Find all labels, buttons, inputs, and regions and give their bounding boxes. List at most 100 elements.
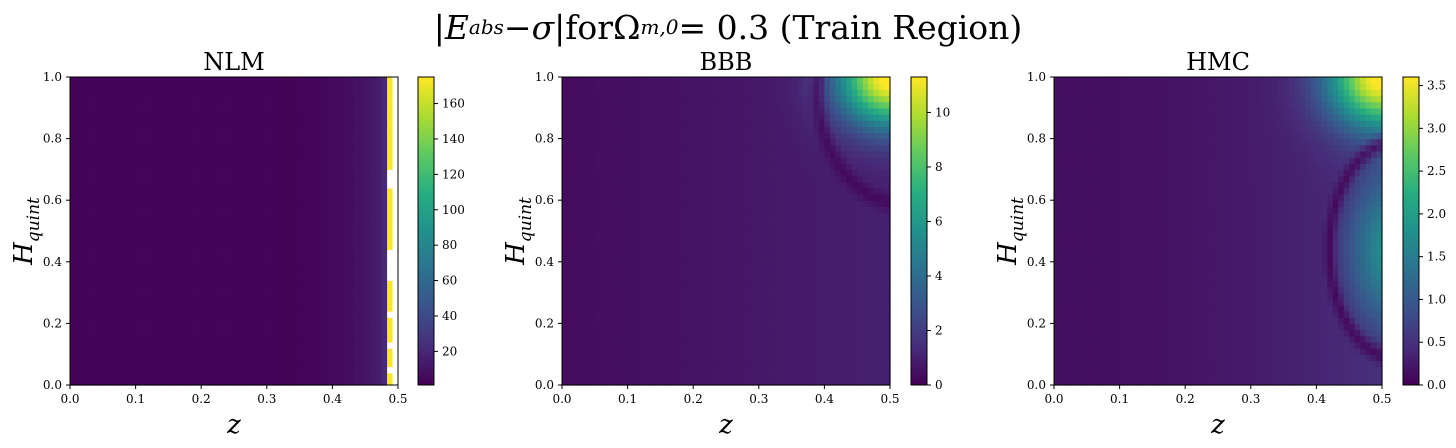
heatmap-cell xyxy=(562,372,569,380)
heatmap-cell xyxy=(75,243,82,251)
heatmap-cell xyxy=(605,311,612,318)
heatmap-cell xyxy=(622,378,629,386)
heatmap-cell xyxy=(217,366,224,374)
heatmap-cell xyxy=(201,194,208,201)
heatmap-cell xyxy=(244,261,251,269)
heatmap-cell xyxy=(808,243,815,251)
heatmap-cell xyxy=(206,249,213,257)
heatmap-cell xyxy=(255,317,262,324)
heatmap-cell xyxy=(835,292,842,300)
heatmap-cell xyxy=(261,144,268,152)
heatmap-cell xyxy=(775,237,782,244)
heatmap-cell xyxy=(676,329,683,337)
heatmap-cell xyxy=(693,317,700,324)
heatmap-cell xyxy=(102,366,109,374)
heatmap-cell xyxy=(108,360,115,368)
heatmap-cell xyxy=(764,372,771,380)
heatmap-cell xyxy=(152,366,159,374)
heatmap-cell xyxy=(594,348,601,355)
heatmap-cell xyxy=(622,304,629,312)
heatmap-cell xyxy=(212,218,219,226)
heatmap-cell xyxy=(277,187,284,195)
heatmap-cell xyxy=(244,187,251,195)
heatmap-cell xyxy=(764,298,771,306)
heatmap-cell xyxy=(791,255,798,263)
heatmap-cell xyxy=(376,187,383,195)
heatmap-cell xyxy=(206,89,213,97)
heatmap-cell xyxy=(157,366,164,374)
heatmap-cell xyxy=(862,311,869,318)
heatmap-cell xyxy=(91,107,98,115)
heatmap-cell xyxy=(201,378,208,386)
heatmap-cell xyxy=(234,237,241,244)
heatmap-cell xyxy=(583,218,590,226)
heatmap-cell xyxy=(146,378,153,386)
heatmap-cell xyxy=(119,366,126,374)
heatmap-cell xyxy=(266,329,273,337)
heatmap-cell xyxy=(649,187,656,195)
heatmap-cell xyxy=(627,341,634,349)
heatmap-cell xyxy=(162,77,169,84)
heatmap-cell xyxy=(255,304,262,312)
heatmap-cell xyxy=(337,157,344,164)
heatmap-cell xyxy=(250,267,257,275)
heatmap-cell xyxy=(326,101,333,109)
heatmap-cell xyxy=(277,126,284,134)
heatmap-cell xyxy=(359,107,366,115)
heatmap-cell xyxy=(633,194,640,201)
heatmap-cell xyxy=(206,101,213,109)
heatmap-cell xyxy=(616,304,623,312)
heatmap-cell xyxy=(682,249,689,257)
heatmap-cell xyxy=(217,107,224,115)
heatmap-cell xyxy=(813,304,820,312)
heatmap-cell xyxy=(162,206,169,214)
heatmap-cell xyxy=(583,286,590,294)
heatmap-cell xyxy=(288,231,295,238)
heatmap-cell xyxy=(261,298,268,306)
heatmap-cell xyxy=(157,101,164,109)
heatmap-cell xyxy=(168,77,175,84)
heatmap-cell xyxy=(326,89,333,97)
y-axis-label: Hquint xyxy=(9,197,44,266)
heatmap-cell xyxy=(250,329,257,337)
heatmap-cell xyxy=(605,206,612,214)
heatmap-cell xyxy=(578,317,585,324)
heatmap-cell xyxy=(622,280,629,288)
heatmap-cell xyxy=(316,144,323,152)
heatmap-cell xyxy=(348,261,355,269)
heatmap-cell xyxy=(239,267,246,275)
heatmap-cell xyxy=(370,169,377,177)
heatmap-cell xyxy=(649,286,656,294)
heatmap-cell xyxy=(217,311,224,318)
heatmap-cell xyxy=(337,261,344,269)
heatmap-cell xyxy=(354,237,361,244)
heatmap-cell xyxy=(835,378,842,386)
heatmap-cell xyxy=(228,83,235,90)
heatmap-cell xyxy=(605,194,612,201)
heatmap-cell xyxy=(135,378,142,386)
heatmap-cell xyxy=(808,200,815,207)
heatmap-cell xyxy=(195,132,202,140)
heatmap-cell xyxy=(764,360,771,368)
heatmap-cell xyxy=(840,317,847,324)
heatmap-cell xyxy=(294,231,301,238)
heatmap-cell xyxy=(654,249,661,257)
heatmap-cell xyxy=(168,267,175,275)
heatmap-cell xyxy=(239,224,246,232)
heatmap-cell xyxy=(179,274,186,281)
heatmap-cell xyxy=(75,249,82,257)
heatmap-cell xyxy=(764,237,771,244)
heatmap-cell xyxy=(283,218,290,226)
heatmap-cell xyxy=(671,311,678,318)
heatmap-cell xyxy=(283,83,290,90)
heatmap-cell xyxy=(376,286,383,294)
heatmap-cell xyxy=(605,341,612,349)
heatmap-cell xyxy=(135,150,142,158)
heatmap-cell xyxy=(70,194,77,201)
heatmap-cell xyxy=(791,298,798,306)
heatmap-cell xyxy=(851,329,858,337)
heatmap-cell xyxy=(359,267,366,275)
heatmap-cell xyxy=(152,224,159,232)
heatmap-cell xyxy=(720,329,727,337)
heatmap-cell xyxy=(228,95,235,103)
